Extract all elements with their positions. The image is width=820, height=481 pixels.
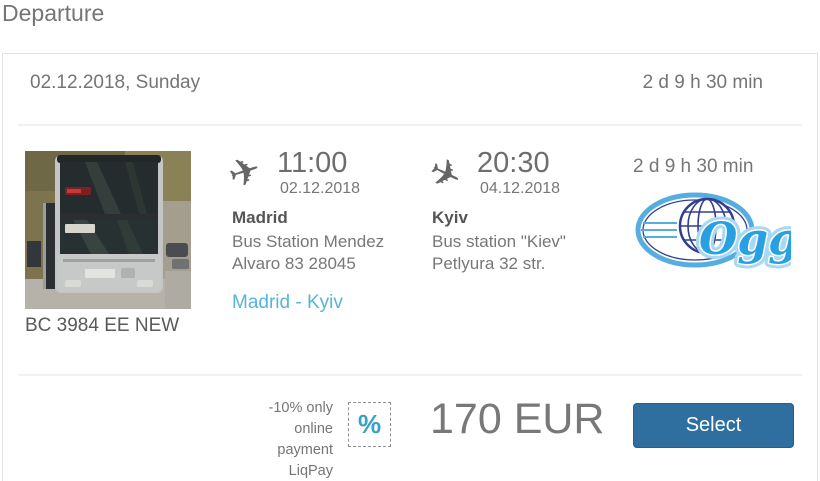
bus-plate-caption: BC 3984 EE NEW [25,315,180,336]
page-title: Departure [2,0,105,26]
departure-station: Bus Station Mendez Alvaro 83 28045 [232,232,385,273]
arrival-station: Bus station "Kiev" Petlyura 32 str. [432,232,566,273]
bus-photo [25,151,191,309]
discount-line: payment [277,442,333,458]
departure-city: Madrid [232,208,288,227]
departure-time: 11:00 [277,147,348,179]
discount-line: LiqPay [288,463,333,479]
divider [18,374,802,376]
arrival-date: 04.12.2018 [480,180,561,197]
discount-note: -10% only online payment LiqPay [225,398,333,481]
route-link[interactable]: Madrid - Kyiv [232,292,343,313]
carrier-logo: Oggi Oggi [635,192,820,277]
carrier-name: Oggi [699,214,791,265]
discount-line: -10% only [268,400,333,416]
discount-line: online [294,421,333,437]
plane-landing-icon: ✈ [421,149,469,201]
divider [18,124,802,126]
percent-icon: % [348,402,391,447]
select-button[interactable]: Select [633,403,794,448]
arrival-city: Kyiv [432,208,468,227]
departure-date: 02.12.2018 [280,180,361,197]
price: 170 EUR [430,395,605,443]
arrival-time: 20:30 [477,147,550,179]
trip-card: 02.12.2018, Sunday 2 d 9 h 30 min [2,53,820,481]
trip-duration: 2 d 9 h 30 min [633,156,754,177]
trip-date: 02.12.2018, Sunday [30,72,201,93]
trip-duration-header: 2 d 9 h 30 min [642,72,763,93]
plane-takeoff-icon: ✈ [223,148,267,198]
